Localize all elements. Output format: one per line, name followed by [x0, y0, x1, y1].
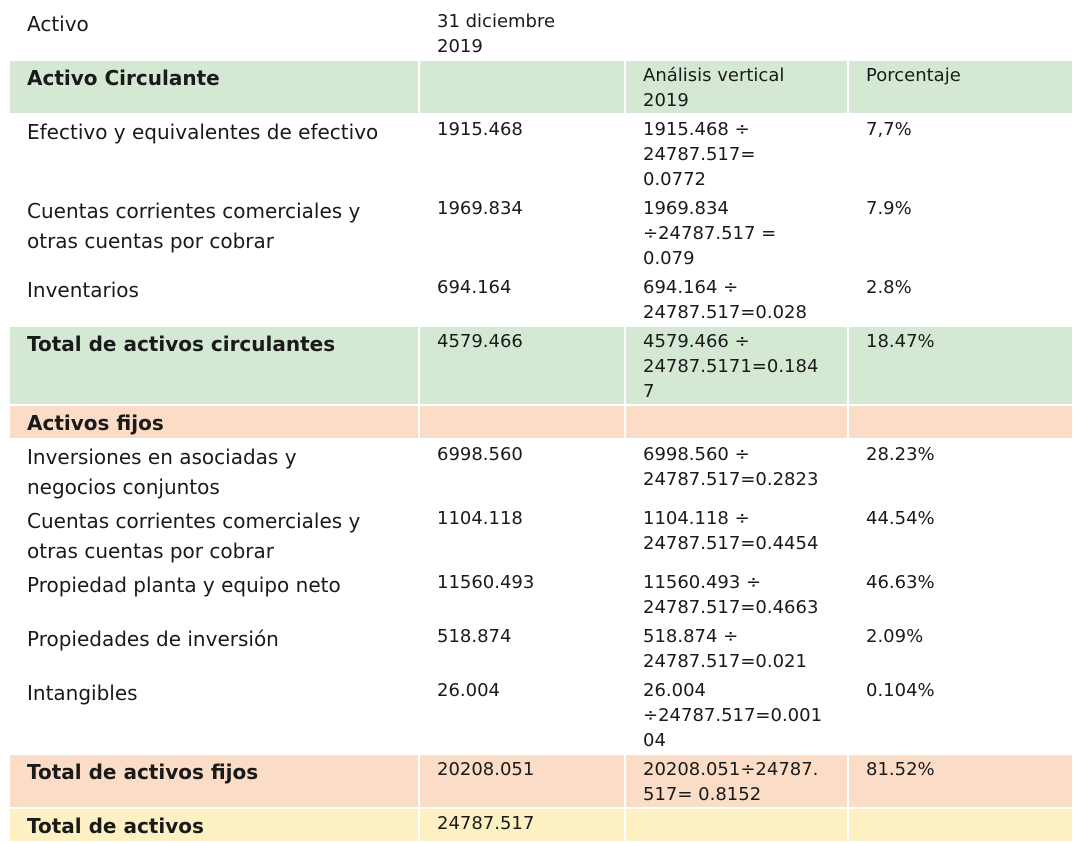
row-percent: 7.9%: [847, 192, 1074, 273]
row-value: 26.004: [418, 674, 626, 755]
section-title-fijos: Activos fijos: [8, 404, 420, 440]
section-row-fijos: Activos fijos: [8, 404, 1074, 440]
total-row-circulantes: Total de activos circulantes 4579.466 45…: [8, 325, 1074, 406]
row-percent: 7,7%: [847, 113, 1074, 194]
header-empty-3: [624, 5, 849, 61]
row-label: Cuentas corrientes comerciales y otras c…: [8, 502, 420, 568]
total-label: Total de activos circulantes: [8, 325, 420, 406]
total-row-fijos: Total de activos fijos 20208.051 20208.0…: [8, 753, 1074, 809]
section-empty-value: [418, 404, 626, 440]
row-analysis: 11560.493 ÷ 24787.517=0.4663: [624, 566, 849, 622]
balance-sheet: Activo 31 diciembre 2019 Activo Circulan…: [8, 5, 1074, 843]
row-percent: 2.8%: [847, 271, 1074, 327]
table-row: Inversiones en asociadas y negocios conj…: [8, 438, 1074, 504]
row-value: 1969.834: [418, 192, 626, 273]
total-percent: 18.47%: [847, 325, 1074, 406]
row-analysis: 518.874 ÷ 24787.517=0.021: [624, 620, 849, 676]
total-analysis: 4579.466 ÷ 24787.5171=0.184 7: [624, 325, 849, 406]
row-percent: 46.63%: [847, 566, 1074, 622]
row-percent: 44.54%: [847, 502, 1074, 568]
grand-total-empty-percent: [847, 807, 1074, 843]
total-percent: 81.52%: [847, 753, 1074, 809]
total-value: 4579.466: [418, 325, 626, 406]
header-row: Activo 31 diciembre 2019: [8, 5, 1074, 61]
table-row: Efectivo y equivalentes de efectivo 1915…: [8, 113, 1074, 194]
table-row: Cuentas corrientes comerciales y otras c…: [8, 502, 1074, 568]
header-date: 31 diciembre 2019: [418, 5, 626, 61]
grand-total-value: 24787.517: [418, 807, 626, 843]
row-percent: 2.09%: [847, 620, 1074, 676]
row-label: Inversiones en asociadas y negocios conj…: [8, 438, 420, 504]
row-analysis: 1915.468 ÷ 24787.517= 0.0772: [624, 113, 849, 194]
row-label: Inventarios: [8, 271, 420, 327]
row-analysis: 26.004 ÷24787.517=0.001 04: [624, 674, 849, 755]
row-analysis: 1969.834 ÷24787.517 = 0.079: [624, 192, 849, 273]
row-label: Cuentas corrientes comerciales y otras c…: [8, 192, 420, 273]
section-empty-analysis: [624, 404, 849, 440]
table-row: Intangibles 26.004 26.004 ÷24787.517=0.0…: [8, 674, 1074, 755]
row-value: 6998.560: [418, 438, 626, 504]
section-empty-value: [418, 59, 626, 115]
total-label: Total de activos fijos: [8, 753, 420, 809]
table-row: Cuentas corrientes comerciales y otras c…: [8, 192, 1074, 273]
row-label: Efectivo y equivalentes de efectivo: [8, 113, 420, 194]
grand-total-empty-analysis: [624, 807, 849, 843]
table-row: Propiedad planta y equipo neto 11560.493…: [8, 566, 1074, 622]
row-percent: 28.23%: [847, 438, 1074, 504]
row-value: 11560.493: [418, 566, 626, 622]
row-label: Intangibles: [8, 674, 420, 755]
section-empty-percent: [847, 404, 1074, 440]
header-label: Activo: [8, 5, 420, 61]
row-label: Propiedades de inversión: [8, 620, 420, 676]
table-row: Propiedades de inversión 518.874 518.874…: [8, 620, 1074, 676]
total-value: 20208.051: [418, 753, 626, 809]
header-empty-4: [847, 5, 1074, 61]
row-value: 518.874: [418, 620, 626, 676]
row-analysis: 694.164 ÷ 24787.517=0.028: [624, 271, 849, 327]
section-title-circulante: Activo Circulante: [8, 59, 420, 115]
row-value: 694.164: [418, 271, 626, 327]
row-analysis: 6998.560 ÷ 24787.517=0.2823: [624, 438, 849, 504]
row-analysis: 1104.118 ÷ 24787.517=0.4454: [624, 502, 849, 568]
row-label: Propiedad planta y equipo neto: [8, 566, 420, 622]
grand-total-label: Total de activos: [8, 807, 420, 843]
row-percent: 0.104%: [847, 674, 1074, 755]
table-row: Inventarios 694.164 694.164 ÷ 24787.517=…: [8, 271, 1074, 327]
row-value: 1915.468: [418, 113, 626, 194]
row-value: 1104.118: [418, 502, 626, 568]
column-header-analysis: Análisis vertical 2019: [624, 59, 849, 115]
column-header-percent: Porcentaje: [847, 59, 1074, 115]
section-row-circulante: Activo Circulante Análisis vertical 2019…: [8, 59, 1074, 115]
total-analysis: 20208.051÷24787. 517= 0.8152: [624, 753, 849, 809]
total-row-activos: Total de activos 24787.517: [8, 807, 1074, 843]
balance-table: Activo 31 diciembre 2019 Activo Circulan…: [8, 5, 1074, 843]
